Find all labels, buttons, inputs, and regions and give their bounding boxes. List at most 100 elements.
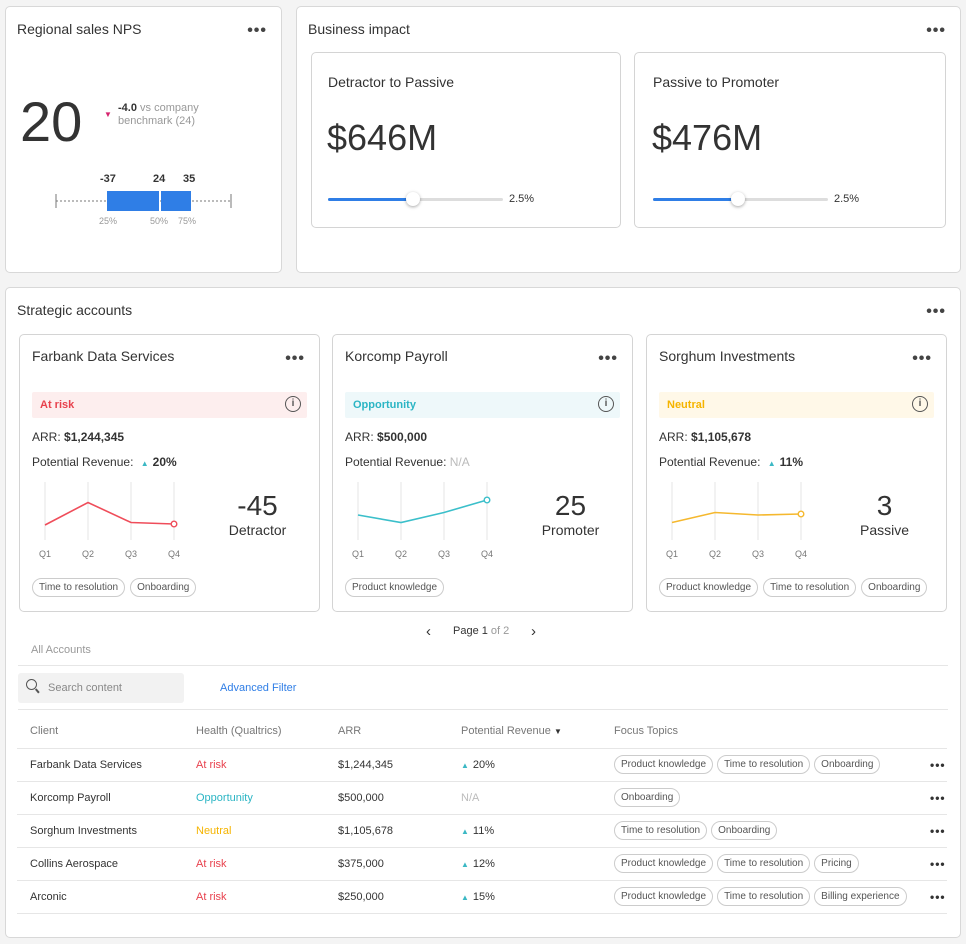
focus-tag[interactable]: Onboarding xyxy=(861,578,928,597)
table-row[interactable]: Sorghum Investments Neutral $1,105,678 ▲… xyxy=(17,814,947,848)
account-card[interactable]: Korcomp Payroll ••• Opportunity i ARR: $5… xyxy=(332,334,633,612)
arr-value: $1,244,345 xyxy=(64,430,125,444)
trend-line xyxy=(671,511,802,524)
account-name: Farbank Data Services xyxy=(32,348,175,364)
col-focus-topics[interactable]: Focus Topics xyxy=(601,715,917,749)
box-label-q3: 35 xyxy=(183,173,196,185)
focus-tag[interactable]: Time to resolution xyxy=(717,755,811,774)
pr-value: 11% xyxy=(472,824,495,837)
client-cell[interactable]: Farbank Data Services xyxy=(17,748,183,782)
more-options-icon[interactable]: ••• xyxy=(285,350,305,367)
potential-revenue-line: Potential Revenue: ▲ 20% xyxy=(32,455,177,469)
up-arrow-icon: ▲ xyxy=(140,459,149,468)
table-row[interactable]: Korcomp Payroll Opportunity $500,000 N/A… xyxy=(17,781,947,815)
row-more-options-icon[interactable]: ••• xyxy=(917,814,947,848)
client-cell[interactable]: Sorghum Investments xyxy=(17,814,183,848)
box-lower xyxy=(107,191,159,211)
row-more-options-icon[interactable]: ••• xyxy=(917,748,947,782)
more-options-icon[interactable]: ••• xyxy=(912,350,932,367)
trend-chart: Q1 Q2 Q3 Q4 xyxy=(352,482,493,559)
box-upper xyxy=(161,191,191,211)
sort-desc-icon[interactable]: ▼ xyxy=(553,727,562,737)
row-more-options-icon[interactable]: ••• xyxy=(917,781,947,815)
health-cell: Neutral xyxy=(183,814,325,848)
client-cell[interactable]: Arconic xyxy=(17,880,183,914)
box-label-q1: -37 xyxy=(100,173,116,185)
quarter-label: Q2 xyxy=(709,549,721,559)
search-input[interactable]: Search content xyxy=(18,673,184,703)
focus-tag[interactable]: Product knowledge xyxy=(614,854,714,873)
trend-line xyxy=(44,501,175,526)
quarter-label: Q2 xyxy=(82,549,94,559)
focus-tag[interactable]: Time to resolution xyxy=(717,887,811,906)
table-header: Client Health (Qualtrics) ARR Potential … xyxy=(17,715,947,749)
trend-chart: Q1 Q2 Q3 Q4 xyxy=(666,482,807,559)
arr-value: $500,000 xyxy=(377,430,428,444)
trend-chart: Q1 Q2 Q3 Q4 xyxy=(39,482,180,559)
row-more-options-icon[interactable]: ••• xyxy=(917,880,947,914)
focus-tag[interactable]: Time to resolution xyxy=(763,578,857,597)
col-arr[interactable]: ARR xyxy=(325,715,448,749)
focus-tag[interactable]: Billing experience xyxy=(814,887,907,906)
account-card[interactable]: Sorghum Investments ••• Neutral i ARR: $1… xyxy=(646,334,947,612)
col-potential-revenue[interactable]: Potential Revenue ▼ xyxy=(448,715,601,749)
table-row[interactable]: Arconic At risk $250,000 ▲ 15% Product kn… xyxy=(17,880,947,914)
more-options-icon[interactable]: ••• xyxy=(247,22,267,39)
row-more-options-icon[interactable]: ••• xyxy=(917,847,947,881)
focus-tag[interactable]: Time to resolution xyxy=(717,854,811,873)
client-cell[interactable]: Korcomp Payroll xyxy=(17,781,183,815)
impact-slider[interactable] xyxy=(328,192,503,206)
focus-tag[interactable]: Product knowledge xyxy=(614,755,714,774)
col-actions xyxy=(917,715,947,749)
pr-value: 11% xyxy=(779,455,804,469)
pr-label: Potential Revenue: xyxy=(32,455,137,469)
focus-tag[interactable]: Onboarding xyxy=(614,788,681,807)
more-options-icon[interactable]: ••• xyxy=(926,303,946,320)
score-value: 3 xyxy=(876,490,893,521)
page-text: Page xyxy=(453,625,482,637)
status-label: Opportunity xyxy=(353,399,416,411)
quarter-label: Q1 xyxy=(352,549,364,559)
more-options-icon[interactable]: ••• xyxy=(926,22,946,39)
arr-label: ARR: xyxy=(659,430,692,444)
focus-tag[interactable]: Onboarding xyxy=(814,755,881,774)
arr-cell: $1,105,678 xyxy=(325,814,448,848)
col-client[interactable]: Client xyxy=(17,715,183,749)
arr-cell: $375,000 xyxy=(325,847,448,881)
potential-revenue-cell: ▲ 11% xyxy=(448,814,601,848)
more-options-icon[interactable]: ••• xyxy=(598,350,618,367)
info-icon[interactable]: i xyxy=(285,396,301,412)
potential-revenue-cell: N/A xyxy=(448,781,601,815)
advanced-filter-link[interactable]: Advanced Filter xyxy=(220,682,297,694)
table-row[interactable]: Collins Aerospace At risk $375,000 ▲ 12% … xyxy=(17,847,947,881)
focus-tag[interactable]: Onboarding xyxy=(130,578,197,597)
table-row[interactable]: Farbank Data Services At risk $1,244,345… xyxy=(17,748,947,782)
col-health[interactable]: Health (Qualtrics) xyxy=(183,715,325,749)
account-card[interactable]: Farbank Data Services ••• At risk i ARR: … xyxy=(19,334,320,612)
pr-value: 20% xyxy=(472,758,495,771)
focus-tag[interactable]: Onboarding xyxy=(711,821,778,840)
info-icon[interactable]: i xyxy=(912,396,928,412)
impact-slider[interactable] xyxy=(653,192,828,206)
focus-tag[interactable]: Time to resolution xyxy=(32,578,126,597)
focus-tag[interactable]: Product knowledge xyxy=(659,578,759,597)
focus-topics-cell: Time to resolution Onboarding xyxy=(601,814,917,848)
up-arrow-icon: ▲ xyxy=(461,826,469,836)
client-cell[interactable]: Collins Aerospace xyxy=(17,847,183,881)
pr-value: N/A xyxy=(461,791,480,804)
focus-tag[interactable]: Pricing xyxy=(814,854,859,873)
score-value: 25 xyxy=(554,490,587,521)
prev-page-button[interactable]: ‹ xyxy=(426,623,431,640)
impact-card-passive-promoter: Passive to Promoter $476M 2.5% xyxy=(634,52,946,228)
health-cell: At risk xyxy=(183,880,325,914)
trend-line xyxy=(357,499,488,524)
focus-tag[interactable]: Product knowledge xyxy=(614,887,714,906)
health-cell: At risk xyxy=(183,847,325,881)
focus-tag[interactable]: Product knowledge xyxy=(345,578,445,597)
focus-tag[interactable]: Time to resolution xyxy=(614,821,708,840)
info-icon[interactable]: i xyxy=(598,396,614,412)
quarter-label: Q2 xyxy=(395,549,407,559)
pr-value: 15% xyxy=(472,890,495,903)
pr-value: N/A xyxy=(449,455,470,469)
next-page-button[interactable]: › xyxy=(531,623,536,640)
